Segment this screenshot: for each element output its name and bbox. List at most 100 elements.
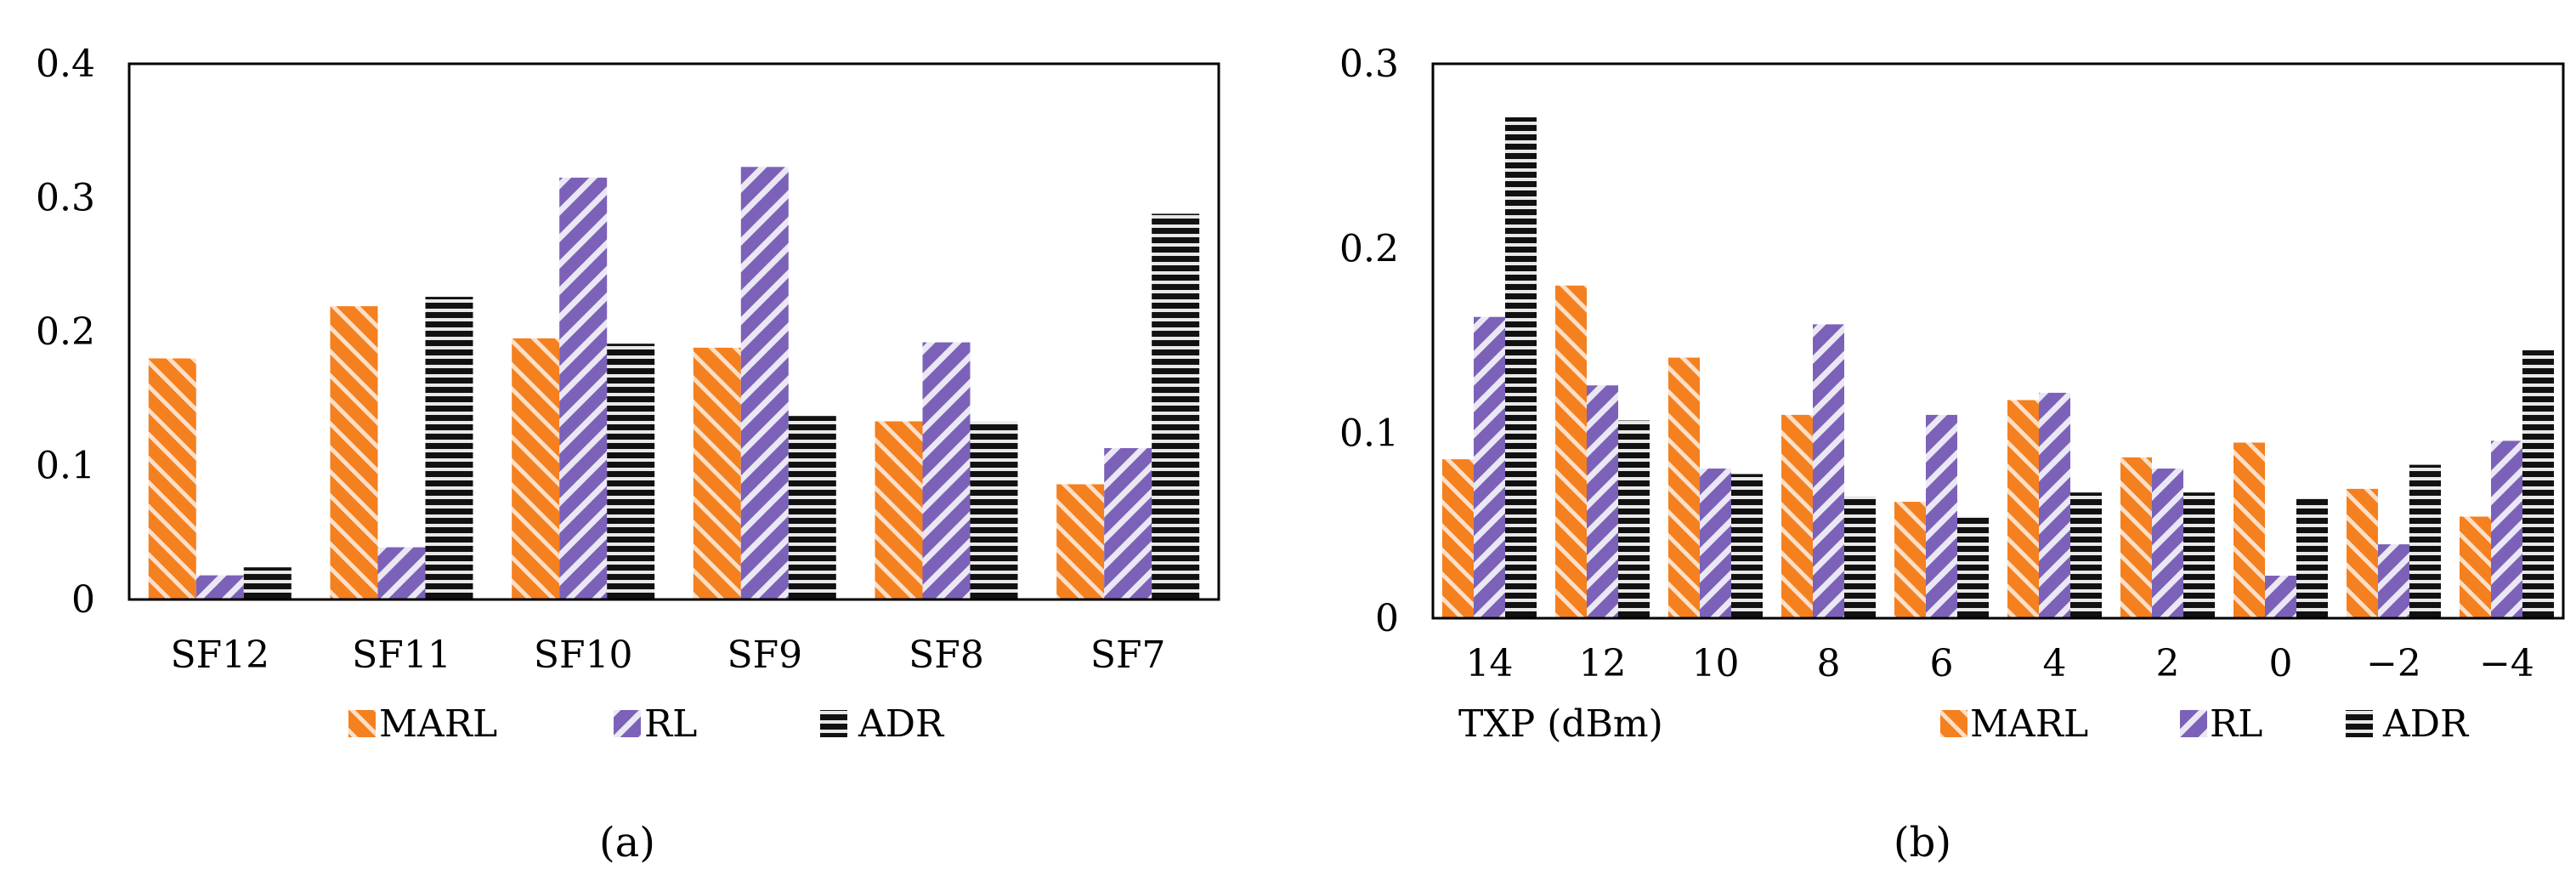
chart-a-xticks: SF12 SF11 SF10 SF9 SF8 SF7 [170, 633, 1165, 677]
xtick-b-6: 2 [2156, 642, 2180, 685]
legend-a-label-adr: ADR [858, 702, 945, 746]
chart-b-yticks: 0 0.1 0.2 0.3 [1339, 43, 1399, 640]
chart-b-xlabel: TXP (dBm) [1458, 702, 1663, 746]
bar-a-adr-1 [425, 297, 473, 599]
bar-a-marl-0 [148, 358, 196, 599]
ytick-b-2: 0.2 [1339, 227, 1399, 270]
ytick-a-2: 0.2 [36, 310, 95, 354]
xtick-b-0: 14 [1466, 642, 1514, 685]
bar-b-marl-7 [2233, 442, 2265, 618]
chart-b: 0 0.1 0.2 0.3 14 12 10 8 6 4 2 0 −2 −4 TXP (dBm) MAR… [1339, 43, 2565, 866]
bar-b-marl-1 [1555, 285, 1587, 618]
chart-b-legend: MARL RL ADR [1940, 702, 2470, 746]
bar-b-rl-8 [2378, 544, 2409, 618]
bar-a-adr-3 [788, 416, 836, 599]
legend-a-swatch-rl [614, 710, 641, 737]
bar-b-adr-8 [2409, 464, 2441, 618]
chart-b-plot-frame [1431, 62, 2565, 620]
bar-a-rl-5 [1104, 448, 1152, 599]
legend-b-label-rl: RL [2210, 702, 2262, 746]
xtick-b-7: 0 [2269, 642, 2293, 685]
bar-b-adr-4 [1957, 516, 1989, 618]
xtick-a-0: SF12 [170, 633, 269, 677]
xtick-a-4: SF8 [909, 633, 984, 677]
legend-b-swatch-rl [2180, 710, 2207, 737]
bar-a-rl-2 [559, 177, 608, 599]
bar-b-adr-6 [2183, 492, 2215, 618]
chart-b-bars [1442, 117, 2554, 618]
bar-b-adr-2 [1731, 474, 1763, 618]
bar-b-marl-5 [2007, 400, 2039, 618]
legend-b-swatch-adr [2346, 710, 2373, 737]
bar-a-marl-4 [875, 421, 923, 599]
ytick-a-0: 0 [71, 578, 95, 622]
bar-a-rl-3 [740, 167, 789, 600]
chart-b-xticks: 14 12 10 8 6 4 2 0 −2 −4 [1466, 642, 2534, 685]
legend-a-label-rl: RL [644, 702, 697, 746]
chart-a-legend: MARL RL ADR [348, 702, 945, 746]
bar-b-adr-1 [1618, 420, 1650, 618]
legend-a-label-marl: MARL [379, 702, 497, 746]
bar-a-adr-0 [243, 567, 292, 599]
chart-a-yticks: 0 0.1 0.2 0.3 0.4 [36, 43, 95, 622]
chart-a-plot-frame [127, 62, 1220, 601]
bar-b-rl-7 [2265, 576, 2296, 618]
bar-b-adr-0 [1505, 117, 1537, 618]
bar-b-rl-9 [2491, 440, 2522, 618]
xtick-b-9: −4 [2479, 642, 2534, 685]
legend-a-swatch-adr [820, 710, 847, 737]
legend-b-label-marl: MARL [1970, 702, 2088, 746]
bar-b-adr-3 [1844, 496, 1876, 618]
bar-b-adr-7 [2296, 497, 2328, 618]
legend-b-swatch-marl [1940, 710, 1967, 737]
bar-b-marl-3 [1781, 414, 1813, 618]
bar-b-rl-1 [1587, 385, 1618, 618]
chart-a: 0 0.1 0.2 0.3 0.4 SF12 SF11 SF10 SF9 SF8 SF7 MARL… [36, 43, 1220, 866]
bar-b-rl-0 [1474, 316, 1505, 618]
ytick-a-4: 0.4 [36, 43, 95, 86]
bar-b-marl-0 [1442, 459, 1474, 618]
bar-b-marl-4 [1894, 502, 1926, 618]
ytick-b-0: 0 [1375, 597, 1399, 640]
xtick-a-3: SF9 [727, 633, 802, 677]
bar-b-rl-4 [1926, 414, 1957, 618]
bar-a-adr-4 [970, 421, 1018, 599]
ytick-b-3: 0.3 [1339, 43, 1399, 86]
xtick-b-1: 12 [1579, 642, 1627, 685]
bar-b-rl-3 [1813, 324, 1844, 618]
bar-a-marl-2 [512, 338, 560, 599]
bar-b-adr-9 [2522, 349, 2554, 618]
bar-b-rl-2 [1700, 469, 1731, 618]
xtick-b-2: 10 [1692, 642, 1740, 685]
caption-b: (b) [1894, 819, 1951, 866]
chart-a-bars [148, 167, 1200, 600]
ytick-a-1: 0.1 [36, 445, 95, 488]
bar-a-marl-1 [330, 306, 378, 599]
legend-a-swatch-marl [348, 710, 376, 737]
bar-b-marl-6 [2120, 457, 2152, 618]
bar-a-marl-5 [1056, 484, 1105, 599]
legend-b-label-adr: ADR [2382, 702, 2470, 746]
xtick-a-5: SF7 [1090, 633, 1166, 677]
bar-b-marl-9 [2460, 516, 2491, 618]
caption-a: (a) [599, 819, 655, 866]
ytick-b-1: 0.1 [1339, 412, 1399, 456]
bar-a-marl-3 [693, 347, 741, 599]
xtick-a-1: SF11 [352, 633, 451, 677]
xtick-b-4: 6 [1930, 642, 1954, 685]
bar-b-marl-8 [2347, 488, 2378, 618]
xtick-b-3: 8 [1817, 642, 1841, 685]
bar-b-adr-5 [2070, 492, 2102, 618]
ytick-a-3: 0.3 [36, 177, 95, 220]
bar-a-adr-2 [607, 344, 655, 599]
bar-b-rl-5 [2039, 392, 2070, 618]
bar-a-rl-1 [377, 547, 426, 599]
xtick-a-2: SF10 [534, 633, 633, 677]
bar-a-rl-4 [922, 342, 971, 599]
bar-b-marl-2 [1668, 357, 1700, 618]
xtick-b-8: −2 [2366, 642, 2421, 685]
xtick-b-5: 4 [2043, 642, 2067, 685]
bar-a-adr-5 [1152, 213, 1200, 599]
bar-b-rl-6 [2152, 469, 2183, 618]
